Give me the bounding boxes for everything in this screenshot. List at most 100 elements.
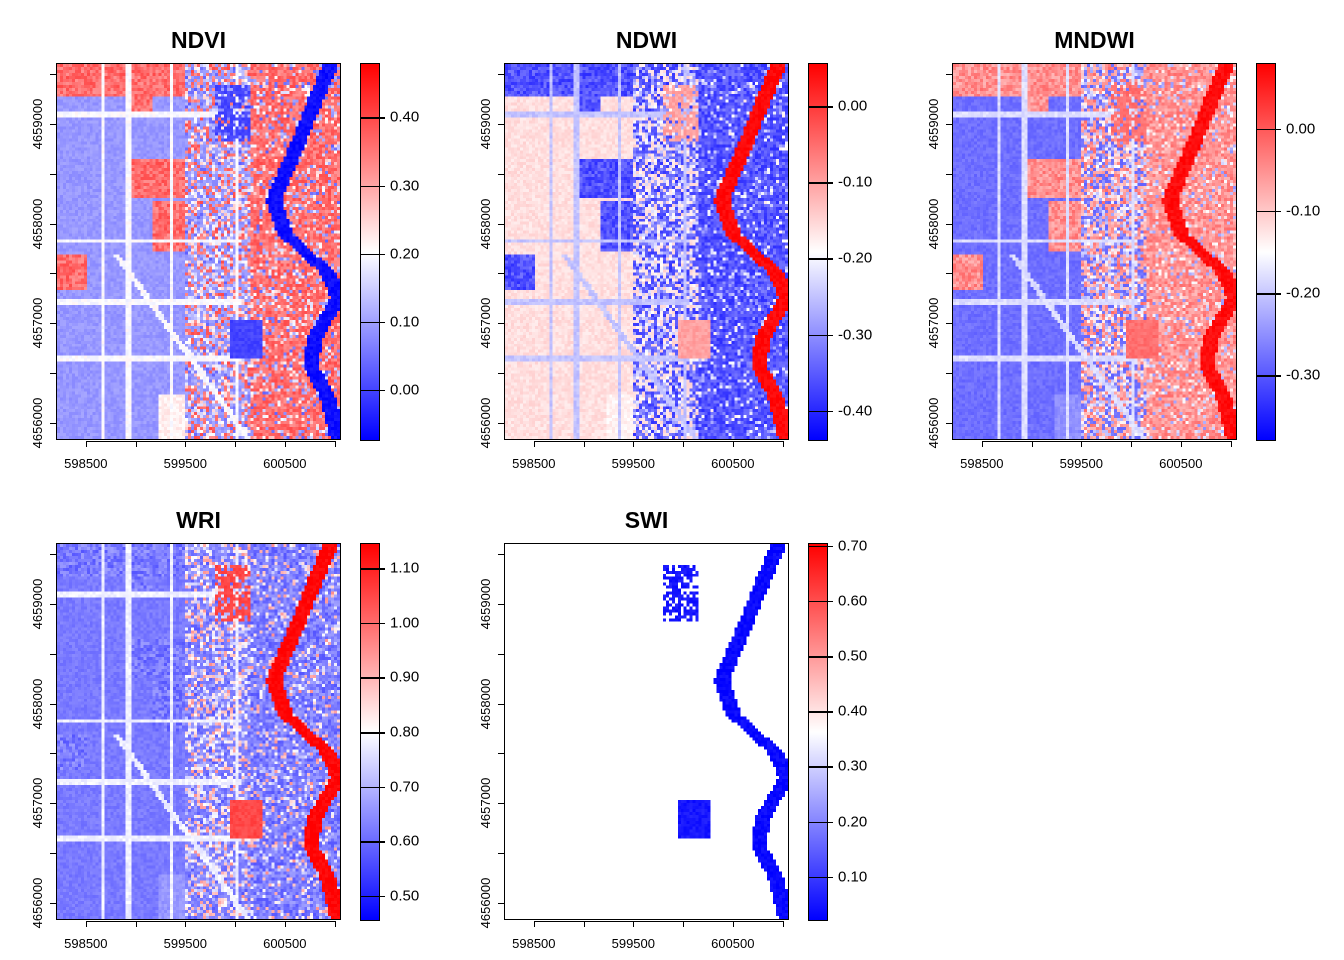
y-tick [50,223,56,225]
y-tick [50,123,56,125]
x-tick [633,921,635,927]
colorbar-tick [1256,210,1281,213]
colorbar [808,63,828,441]
y-tick [498,423,504,425]
colorbar-tick [360,622,385,625]
y-tick [50,753,56,755]
y-tick [498,123,504,125]
y-tick [498,323,504,325]
y-tick [50,173,56,175]
y-tick-label: 4659000 [478,98,493,150]
x-tick-label: 598500 [960,456,1004,471]
x-tick [185,441,187,447]
colorbar-tick [360,185,385,188]
x-tick-label: 599500 [1059,456,1104,471]
panel-ndvi: NDVI 598500 599500 600500 4659000 4658000 4657… [0,0,448,480]
y-tick [946,73,952,75]
colorbar-tick [808,711,833,713]
y-tick-label: 4659000 [478,578,493,630]
colorbar-tick [360,732,385,734]
x-tick [235,921,237,927]
x-tick [334,441,336,447]
y-tick [50,703,56,705]
panel-title: WRI [176,507,221,533]
y-tick-label: 4659000 [926,98,941,150]
y-tick [50,373,56,375]
x-tick-label: 600500 [711,936,755,951]
y-tick-label: 4658000 [926,198,941,249]
raster-canvas [57,64,340,439]
x-tick [533,441,535,447]
colorbar-tick [808,334,833,337]
y-tick [498,73,504,75]
colorbar-label: 0.10 [838,868,868,886]
colorbar-label: -0.30 [838,326,873,344]
colorbar-tick [360,117,385,119]
x-axis-line [982,441,1232,442]
x-tick [235,441,237,447]
x-tick [85,921,87,927]
colorbar-label: -0.20 [1286,284,1321,302]
x-tick-label: 599500 [611,456,656,471]
y-tick-label: 4656000 [478,877,493,929]
x-tick [1031,441,1033,447]
x-tick [583,441,585,447]
colorbar-label: 0.00 [1286,120,1316,138]
y-tick [946,173,952,175]
raster-map [952,63,1237,440]
y-tick [498,553,504,555]
colorbar-tick [360,786,385,789]
y-tick [50,803,56,805]
x-tick [1180,441,1182,447]
colorbar-tick [1256,293,1281,295]
x-tick [284,921,286,927]
x-tick-label: 598500 [512,936,556,951]
x-tick-label: 600500 [263,936,307,951]
y-tick [50,603,56,605]
colorbar-label: 0.20 [390,245,420,263]
colorbar-label: 0.40 [838,702,868,720]
x-tick [1131,441,1133,447]
colorbar-tick [1256,128,1281,131]
colorbar [808,543,828,921]
y-tick [50,423,56,425]
x-tick [732,921,734,927]
y-tick [498,603,504,605]
y-tick [50,903,56,905]
colorbar-tick [360,321,385,324]
colorbar-label: 0.10 [390,313,420,331]
colorbar-tick [360,389,385,392]
x-tick [185,921,187,927]
y-tick-label: 4657000 [478,777,493,829]
y-tick [946,373,952,375]
y-tick [498,653,504,655]
x-tick [135,921,137,927]
colorbar-label: 1.00 [390,614,420,632]
colorbar-label: 0.50 [390,887,420,905]
x-tick [533,921,535,927]
y-tick [946,123,952,125]
colorbar-tick [808,545,833,548]
colorbar-tick [360,253,385,256]
y-tick [498,753,504,755]
y-tick-label: 4658000 [30,678,45,729]
y-tick [50,323,56,325]
raster-map [56,543,341,920]
colorbar-tick [808,821,833,824]
colorbar-label: 0.60 [390,832,420,850]
x-axis-line [86,921,336,922]
y-tick [498,223,504,225]
colorbar-tick [360,677,385,679]
raster-map [504,63,789,440]
x-tick [782,441,784,447]
panel-mndwi: MNDWI 598500 599500 600500 4659000 4658000 465… [896,0,1344,480]
colorbar-label: -0.10 [838,173,873,191]
raster-map [56,63,341,440]
colorbar-label: 0.90 [390,668,420,686]
x-tick [732,441,734,447]
y-tick [946,273,952,275]
x-tick [683,441,685,447]
raster-canvas [505,64,788,439]
x-tick [1081,441,1083,447]
